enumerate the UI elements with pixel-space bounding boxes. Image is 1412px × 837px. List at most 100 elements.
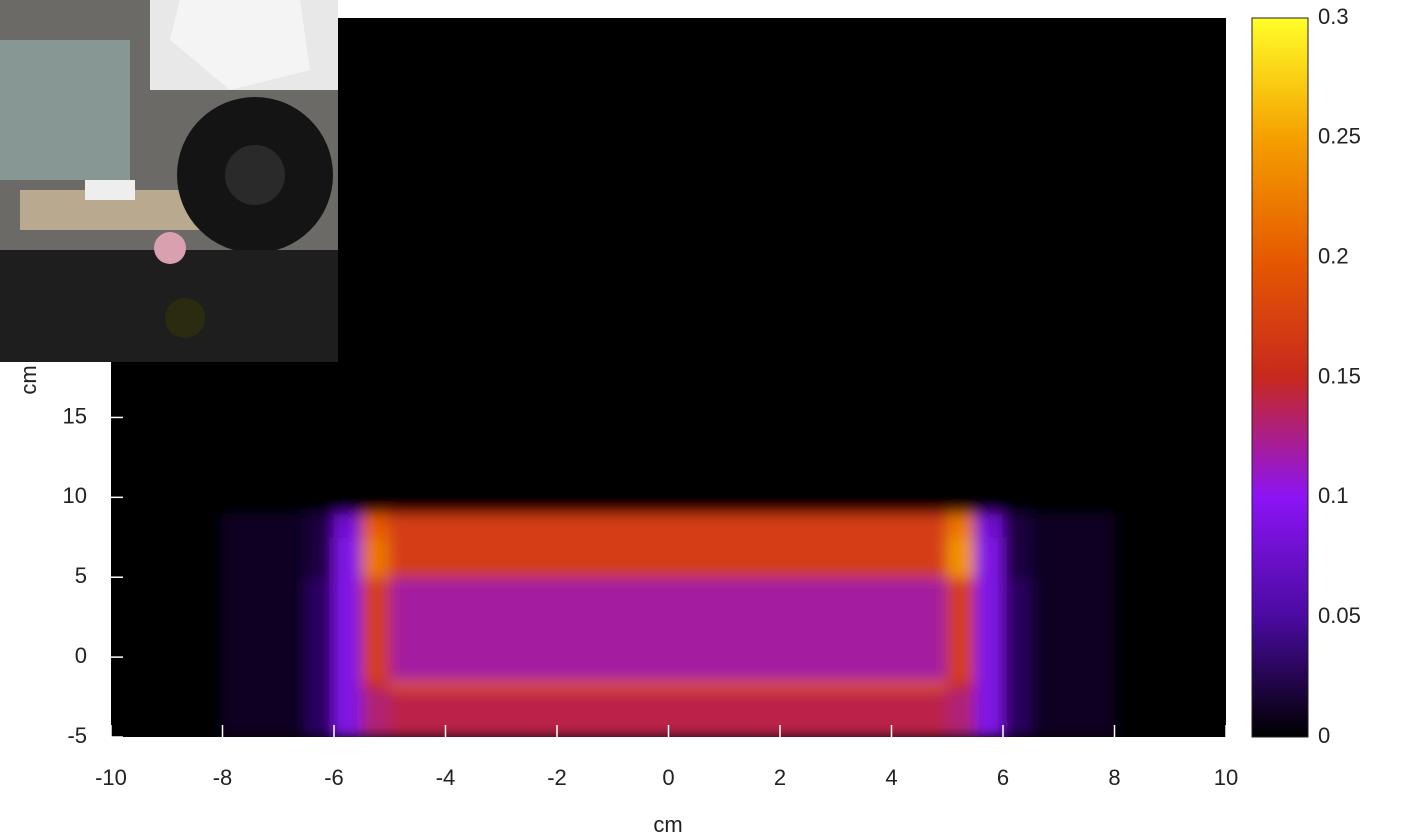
- heatmap-cell: [445, 513, 502, 538]
- heatmap-cell: [724, 537, 781, 578]
- heatmap-cell: [947, 681, 976, 690]
- heatmap-cell: [891, 537, 948, 578]
- heatmap-cell: [445, 577, 502, 682]
- heatmap-cell: [306, 513, 335, 538]
- photo-tank: [0, 40, 130, 180]
- heatmap-cell: [1030, 681, 1115, 690]
- heatmap-cell: [612, 577, 669, 682]
- y-tick-label: 0: [75, 643, 87, 668]
- heatmap-cell: [1114, 18, 1227, 514]
- heatmap-cell: [1030, 537, 1115, 578]
- heatmap-cell: [1114, 681, 1227, 690]
- heatmap-cell: [1003, 681, 1032, 690]
- heatmap-cell: [947, 18, 976, 514]
- heatmap-cell: [1114, 577, 1227, 682]
- heatmap-cell: [1030, 18, 1115, 514]
- heatmap-cell: [668, 689, 725, 738]
- colorbar-tick-label: 0.25: [1318, 124, 1361, 149]
- x-tick-label: 0: [662, 765, 674, 790]
- heatmap-cell: [612, 681, 669, 690]
- heatmap-cell: [612, 689, 669, 738]
- heatmap-cell: [389, 18, 446, 514]
- heatmap-cell: [835, 689, 892, 738]
- heatmap-cell: [835, 513, 892, 538]
- heatmap-cell: [891, 577, 948, 682]
- heatmap-cell: [111, 577, 224, 682]
- heatmap-cell: [780, 513, 837, 538]
- heatmap-cell: [891, 18, 948, 514]
- colorbar-tick-label: 0.2: [1318, 243, 1349, 268]
- x-tick-label: 10: [1214, 765, 1238, 790]
- heatmap-cell: [1003, 537, 1032, 578]
- heatmap-cell: [780, 681, 837, 690]
- heatmap-cell: [975, 537, 1004, 578]
- heatmap-cell: [389, 681, 446, 690]
- x-axis-label: cm: [653, 812, 682, 837]
- heatmap-cell: [975, 577, 1004, 682]
- heatmap-cell: [501, 18, 558, 514]
- colorbar-tick-label: 0.05: [1318, 603, 1361, 628]
- y-tick-label: 10: [63, 483, 87, 508]
- heatmap-cell: [222, 689, 307, 738]
- photo-tape-pink: [154, 232, 186, 264]
- heatmap-cell: [1030, 577, 1115, 682]
- heatmap-cell: [668, 537, 725, 578]
- y-tick-label: 15: [63, 403, 87, 428]
- heatmap-cell: [947, 689, 976, 738]
- colorbar-tick-label: 0.3: [1318, 4, 1349, 29]
- heatmap-cell: [306, 689, 335, 738]
- heatmap-cell: [612, 18, 669, 514]
- heatmap-cell: [361, 689, 390, 738]
- heatmap-cell: [445, 681, 502, 690]
- x-tick-label: -10: [95, 765, 127, 790]
- heatmap-cell: [334, 577, 363, 682]
- heatmap-cell: [501, 537, 558, 578]
- heatmap-cell: [975, 689, 1004, 738]
- heatmap-cell: [111, 689, 224, 738]
- heatmap-cell: [1003, 577, 1032, 682]
- heatmap-cell: [445, 537, 502, 578]
- heatmap-cell: [612, 537, 669, 578]
- heatmap-cell: [1003, 689, 1032, 738]
- heatmap-cell: [361, 18, 390, 514]
- heatmap-cell: [222, 681, 307, 690]
- heatmap-cell: [557, 18, 614, 514]
- colorbar-tick-label: 0: [1318, 723, 1330, 748]
- heatmap-cell: [947, 577, 976, 682]
- y-axis-label: cm: [16, 365, 41, 394]
- heatmap-cell: [947, 537, 976, 578]
- chart: -10-8-6-4-20246810-505101500.050.10.150.…: [0, 0, 1412, 837]
- heatmap-cell: [780, 689, 837, 738]
- heatmap-cell: [975, 681, 1004, 690]
- heatmap-cell: [780, 18, 837, 514]
- heatmap-cell: [724, 681, 781, 690]
- heatmap-cell: [668, 18, 725, 514]
- inset-photo: [0, 0, 338, 362]
- heatmap-cell: [557, 577, 614, 682]
- heatmap-cell: [334, 681, 363, 690]
- x-tick-label: 4: [885, 765, 897, 790]
- heatmap-cell: [724, 689, 781, 738]
- heatmap-cell: [891, 681, 948, 690]
- x-tick-label: -8: [213, 765, 233, 790]
- heatmap-cell: [835, 681, 892, 690]
- heatmap-cell: [668, 681, 725, 690]
- heatmap-cell: [306, 681, 335, 690]
- x-tick-label: -2: [547, 765, 567, 790]
- heatmap-cell: [501, 577, 558, 682]
- photo-tape: [165, 298, 205, 338]
- colorbar: [1252, 18, 1308, 737]
- x-tick-label: 2: [774, 765, 786, 790]
- heatmap-cell: [557, 681, 614, 690]
- heatmap-cell: [306, 537, 335, 578]
- heatmap-cell: [222, 513, 307, 538]
- heatmap-cell: [780, 537, 837, 578]
- heatmap-cell: [975, 18, 1004, 514]
- heatmap-cell: [724, 577, 781, 682]
- heatmap-cell: [361, 577, 390, 682]
- heatmap-cell: [361, 513, 390, 538]
- heatmap-cell: [1114, 537, 1227, 578]
- heatmap-cell: [222, 577, 307, 682]
- heatmap-cell: [445, 689, 502, 738]
- heatmap-cell: [891, 513, 948, 538]
